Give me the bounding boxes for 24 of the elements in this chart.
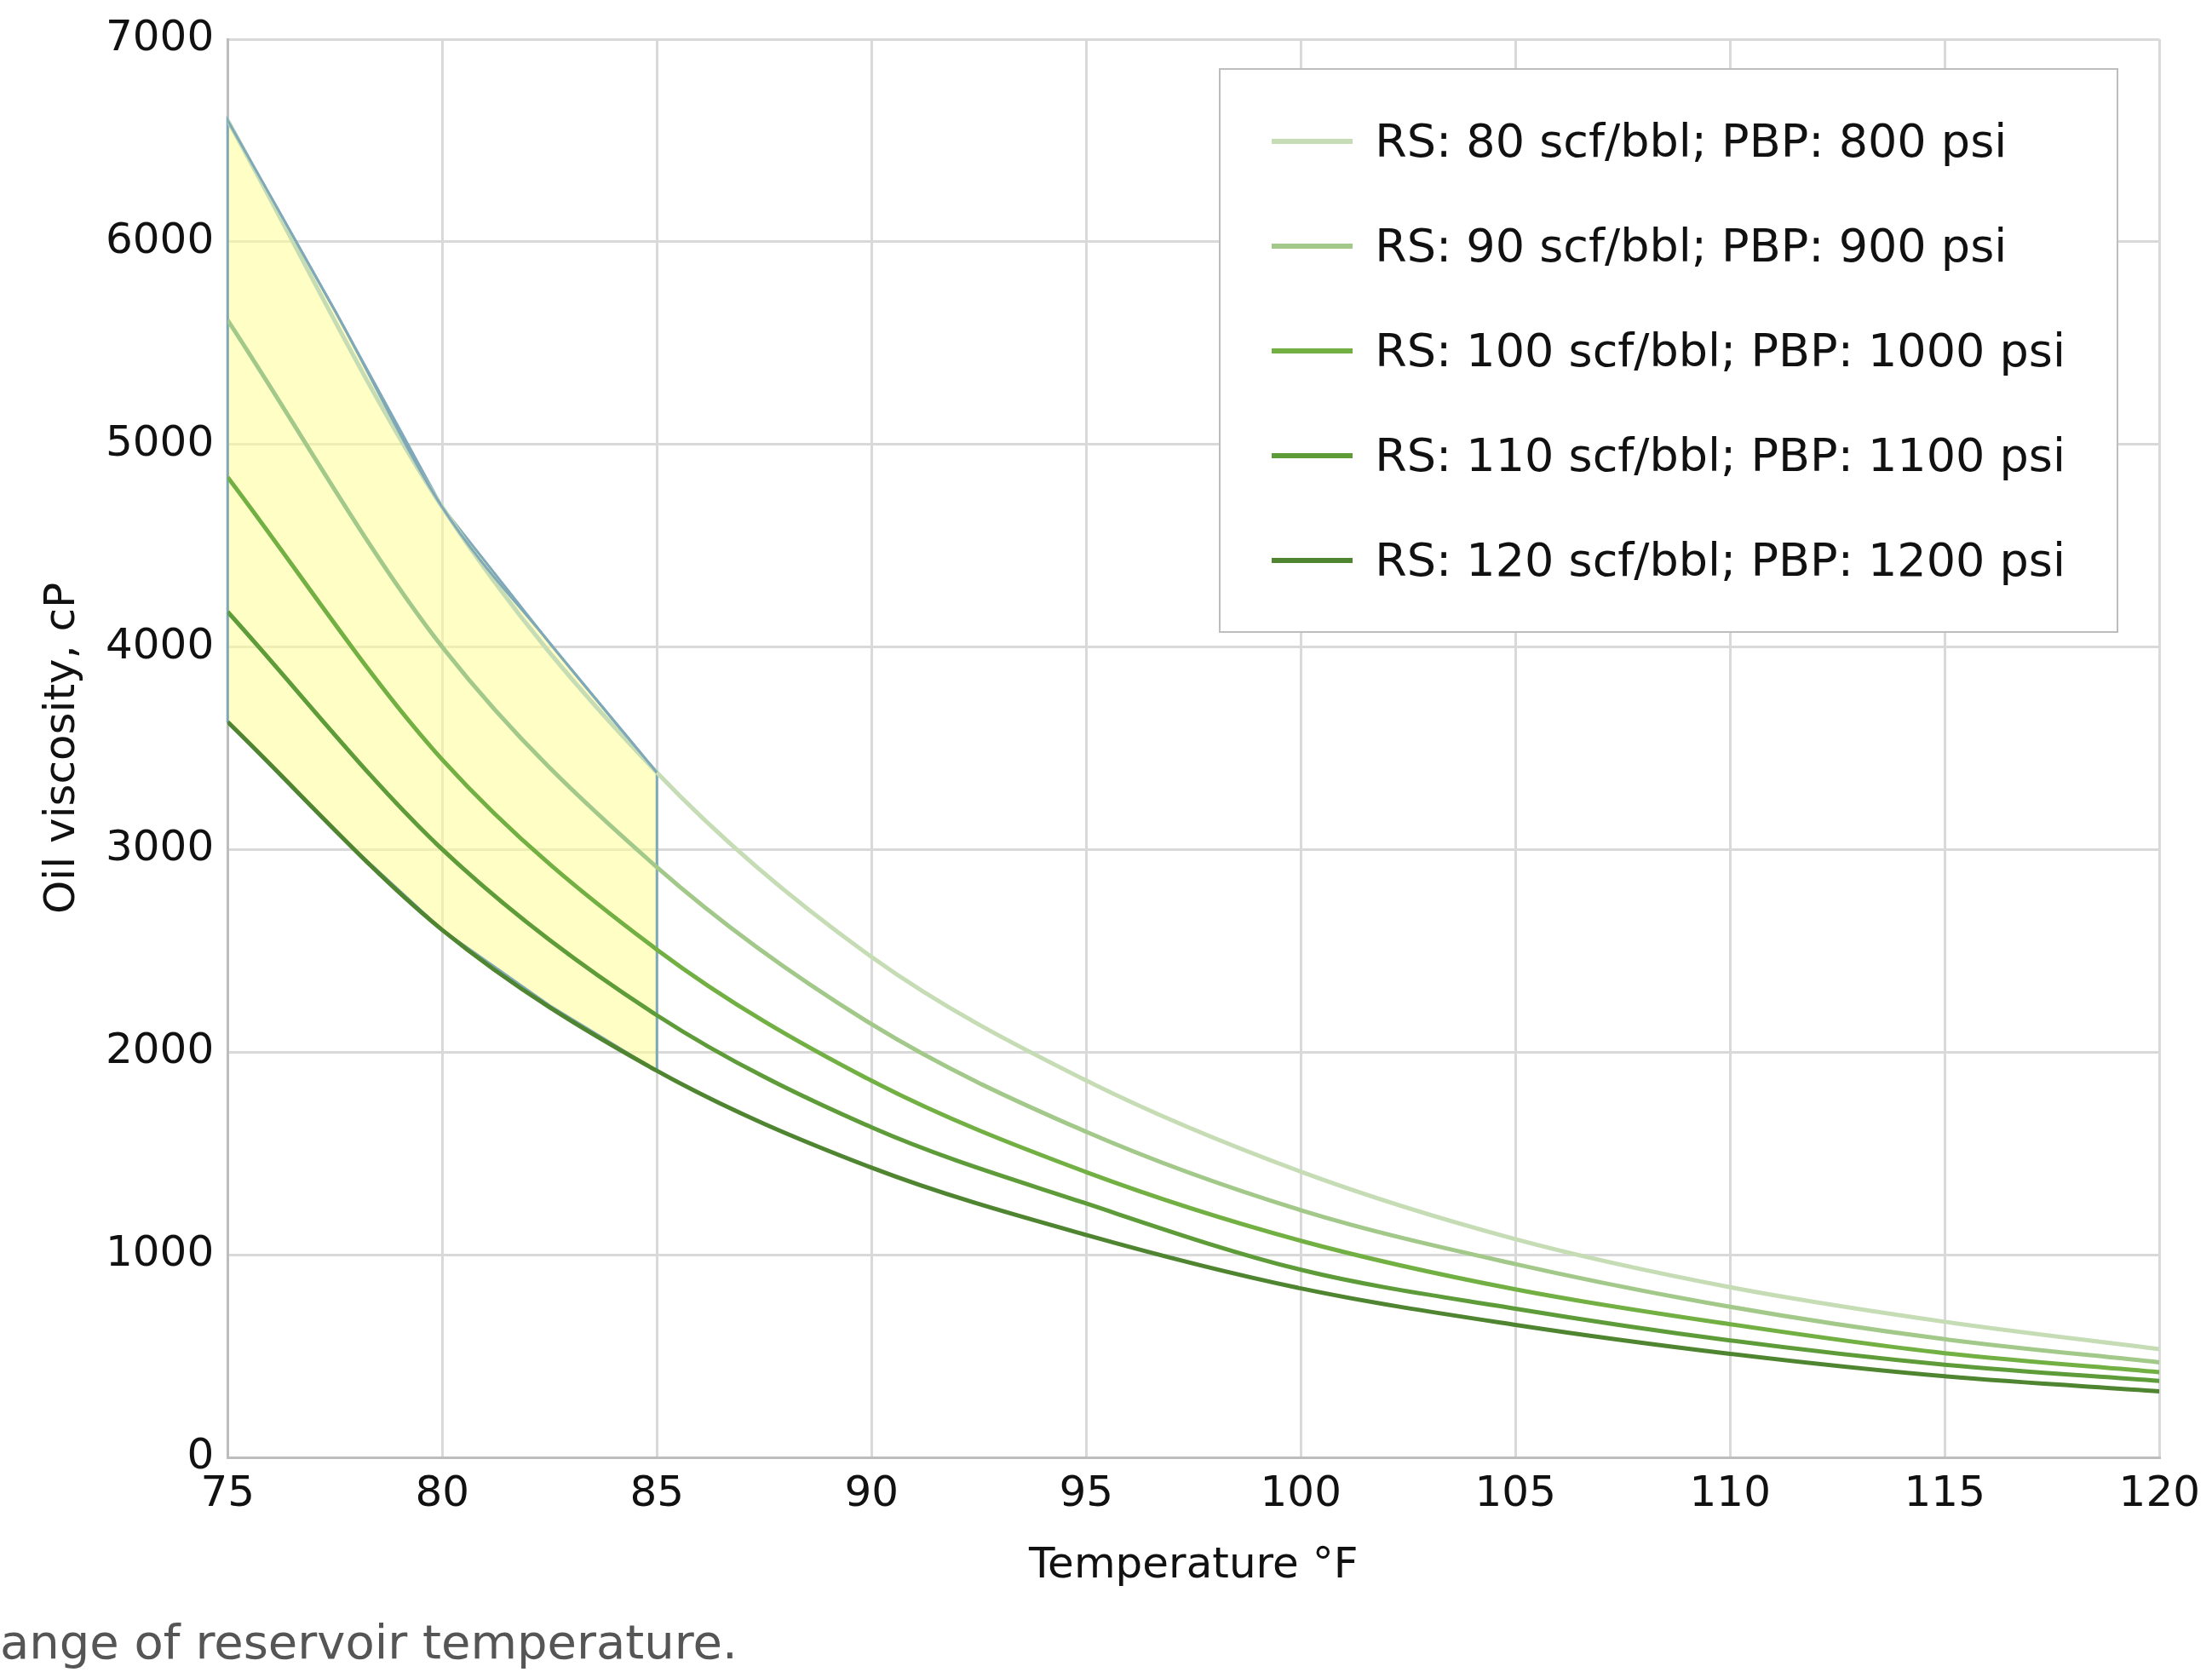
legend-label: RS: 90 scf/bbl; PBP: 900 psi	[1375, 219, 2008, 273]
y-axis-title: Oil viscosity, cP	[34, 582, 84, 915]
x-tick-label: 120	[2118, 1466, 2200, 1516]
y-tick-label: 5000	[106, 416, 215, 466]
legend-label: RS: 100 scf/bbl; PBP: 1000 psi	[1375, 324, 2065, 377]
x-axis-title: Temperature °F	[1028, 1537, 1359, 1588]
y-tick-label: 4000	[106, 618, 215, 669]
y-tick-label: 1000	[106, 1227, 215, 1277]
x-tick-label: 100	[1260, 1466, 1342, 1516]
y-tick-label: 6000	[106, 213, 215, 263]
legend-label: RS: 80 scf/bbl; PBP: 800 psi	[1375, 114, 2008, 168]
y-tick-label: 2000	[106, 1024, 215, 1074]
x-tick-label: 80	[415, 1466, 470, 1516]
y-tick-label: 3000	[106, 821, 215, 871]
x-tick-label: 90	[844, 1466, 899, 1516]
x-tick-label: 105	[1474, 1466, 1556, 1516]
y-tick-label: 7000	[106, 10, 215, 60]
x-tick-label: 95	[1059, 1466, 1114, 1516]
legend-label: RS: 120 scf/bbl; PBP: 1200 psi	[1375, 533, 2065, 587]
x-tick-label: 115	[1904, 1466, 1985, 1516]
text: ange of reservoir temperature.	[0, 1614, 738, 1669]
x-tick-label: 85	[629, 1466, 685, 1516]
x-tick-label: 110	[1689, 1466, 1771, 1516]
legend-label: RS: 110 scf/bbl; PBP: 1100 psi	[1375, 428, 2065, 482]
